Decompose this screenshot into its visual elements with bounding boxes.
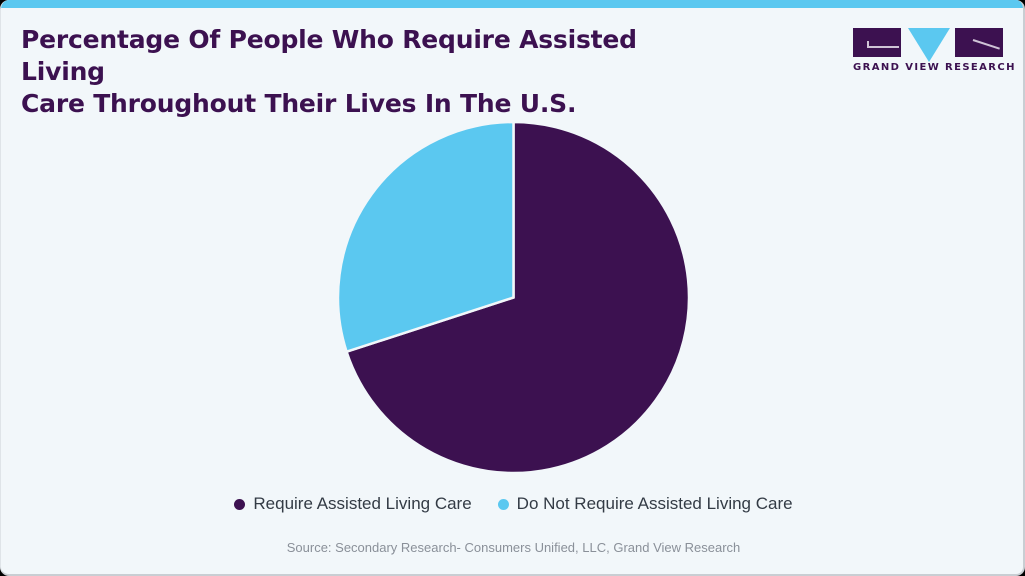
legend-item-require[interactable]: Require Assisted Living Care <box>234 494 472 514</box>
logo-marks <box>853 28 1003 62</box>
brand-logo: GRAND VIEW RESEARCH <box>853 28 1016 80</box>
legend-label-do-not-require: Do Not Require Assisted Living Care <box>516 494 793 513</box>
legend-swatch-require <box>234 498 246 510</box>
logo-left-line-icon <box>867 46 899 48</box>
chart-legend: Require Assisted Living Care Do Not Requ… <box>1 494 1023 514</box>
accent-top-bar <box>1 0 1023 8</box>
logo-right-block-icon <box>955 28 1003 57</box>
pie-chart <box>338 122 689 473</box>
page-title: Percentage Of People Who Require Assiste… <box>21 25 637 118</box>
legend-swatch-do-not-require <box>497 498 509 510</box>
logo-right-diagonal-icon <box>972 39 1000 50</box>
pie-slice[interactable] <box>338 122 515 354</box>
pie-chart-svg <box>338 122 689 473</box>
logo-triangle-icon <box>908 28 950 62</box>
logo-left-block-icon <box>853 28 901 57</box>
pie-slice-group <box>338 122 689 473</box>
pie-slice[interactable] <box>345 122 689 473</box>
legend-item-do-not-require[interactable]: Do Not Require Assisted Living Care <box>497 494 793 514</box>
logo-wordmark: GRAND VIEW RESEARCH <box>853 62 1016 73</box>
logo-left-tick-icon <box>867 41 869 48</box>
source-note: Source: Secondary Research- Consumers Un… <box>286 540 741 555</box>
legend-label-require: Require Assisted Living Care <box>253 494 472 513</box>
